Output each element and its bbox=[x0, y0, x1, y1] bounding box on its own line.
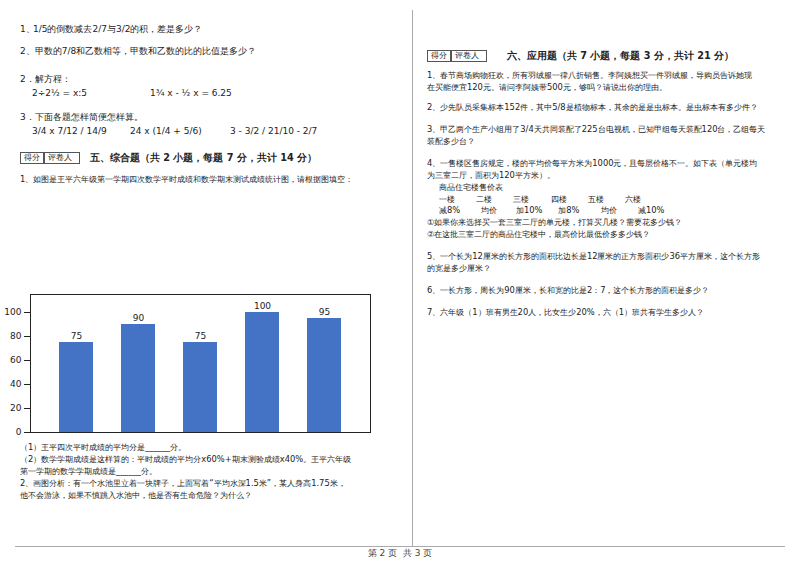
html-text:减8% 均价 加10% 加8% 均价 减10%: 减8% 均价 加10% 加8% 均价 减10% bbox=[439, 205, 665, 215]
html-text:评卷人: 评卷人 bbox=[455, 51, 479, 61]
svg-text:90: 90 bbox=[133, 313, 145, 323]
html-text:3．下面各题怎样简便怎样算。: 3．下面各题怎样简便怎样算。 bbox=[20, 112, 143, 122]
html-text:5、一个长为12厘米的长方形的面积比边长是12厘米的正方形面: 5、一个长为12厘米的长方形的面积比边长是12厘米的正方形面积少36平方厘米，这… bbox=[427, 251, 761, 261]
svg-text:80: 80 bbox=[10, 331, 22, 341]
html-text:1、如图是王平六年级第一学期四次数学平时成绩和数学期末测试成: 1、如图是王平六年级第一学期四次数学平时成绩和数学期末测试成绩统计图，请根据图填… bbox=[20, 174, 354, 184]
svg-text:100: 100 bbox=[4, 307, 21, 317]
html-text:第 2 页 共 3 页: 第 2 页 共 3 页 bbox=[367, 548, 433, 558]
html-text:2、画图分析：有一个水池里立着一块牌子，上面写着“平均水深1: 2、画图分析：有一个水池里立着一块牌子，上面写着“平均水深1.5米”，某人身高1… bbox=[20, 478, 346, 488]
html-text:6、一长方形，周长为90厘米，长和宽的比是2：7，这个长方形: 6、一长方形，周长为90厘米，长和宽的比是2：7，这个长方形的面积是多少？ bbox=[427, 285, 710, 295]
html-text:1、春节商场购物狂欢，所有羽绒服一律八折销售。李阿姨想买一件: 1、春节商场购物狂欢，所有羽绒服一律八折销售。李阿姨想买一件羽绒服，导购员告诉她… bbox=[427, 70, 753, 80]
html-text:第一学期的数学学期成绩是______分。: 第一学期的数学学期成绩是______分。 bbox=[20, 466, 157, 476]
html-text:3 - 3/2 / 21/10 - 2/7: 3 - 3/2 / 21/10 - 2/7 bbox=[230, 126, 318, 136]
html-text:24 x (1/4 + 5/6): 24 x (1/4 + 5/6) bbox=[130, 126, 202, 136]
svg-text:75: 75 bbox=[71, 331, 82, 341]
html-text:2÷2½ = x:5: 2÷2½ = x:5 bbox=[32, 88, 88, 98]
html-text:得分: 得分 bbox=[431, 51, 447, 61]
html-text:②在这批三室二厅的商品住宅楼中，最高价比最低价多多少钱？: ②在这批三室二厅的商品住宅楼中，最高价比最低价多多少钱？ bbox=[427, 229, 651, 239]
html-text:1、1/5的倒数减去2/7与3/2的积，差是多少？: 1、1/5的倒数减去2/7与3/2的积，差是多少？ bbox=[20, 24, 203, 34]
html-text:2．解方程：: 2．解方程： bbox=[20, 74, 71, 84]
html-text:他不会游泳，如果不慎跳入水池中，他是否有生命危险？为什么？: 他不会游泳，如果不慎跳入水池中，他是否有生命危险？为什么？ bbox=[20, 490, 252, 500]
svg-text:95: 95 bbox=[319, 307, 330, 317]
html-text:装配多少台？: 装配多少台？ bbox=[427, 136, 475, 146]
html-text:得分: 得分 bbox=[24, 153, 40, 163]
html-text:4、一售楼区售房规定，楼的平均价每平方米为1000元，且每层: 4、一售楼区售房规定，楼的平均价每平方米为1000元，且每层价格不一。如下表（单… bbox=[427, 158, 758, 168]
html-text:五、综合题（共 2 小题，每题 7 分，共计 14 分）: 五、综合题（共 2 小题，每题 7 分，共计 14 分） bbox=[90, 152, 318, 164]
html-text:的宽是多少厘米？: 的宽是多少厘米？ bbox=[427, 263, 491, 273]
svg-text:75: 75 bbox=[195, 331, 206, 341]
html-text:2、甲数的7/8和乙数相等，甲数和乙数的比的比值是多少？: 2、甲数的7/8和乙数相等，甲数和乙数的比的比值是多少？ bbox=[20, 46, 257, 56]
svg-text:100: 100 bbox=[254, 301, 271, 311]
html-text:（1）王平四次平时成绩的平均分是______分。: （1）王平四次平时成绩的平均分是______分。 bbox=[20, 442, 187, 452]
svg-text:40: 40 bbox=[10, 379, 22, 389]
html-text:评卷人: 评卷人 bbox=[48, 153, 72, 163]
html-text:在买能便宜120元。请问李阿姨带500元，够吗？请说出你的理: 在买能便宜120元。请问李阿姨带500元，够吗？请说出你的理由。 bbox=[427, 82, 667, 92]
html-text:一楼 二楼 三楼 四楼 五楼 六楼: 一楼 二楼 三楼 四楼 五楼 六楼 bbox=[439, 194, 641, 204]
html-text:1¾ x - ½ x = 6.25: 1¾ x - ½ x = 6.25 bbox=[150, 88, 232, 98]
html-text:（2）数学学期成绩是这样算的：平时成绩的平均分x60%+期末: （2）数学学期成绩是这样算的：平时成绩的平均分x60%+期末测验成绩x40%。王… bbox=[20, 454, 352, 464]
html-text:7、六年级（1）班有男生20人，比女生少20%，六（1）班共: 7、六年级（1）班有男生20人，比女生少20%，六（1）班共有学生多少人？ bbox=[427, 307, 704, 317]
svg-text:0: 0 bbox=[16, 427, 22, 437]
html-text:3、甲乙两个生产小组用了3/4天共同装配了225台电视机，已: 3、甲乙两个生产小组用了3/4天共同装配了225台电视机，已知甲组每天装配120… bbox=[427, 124, 766, 134]
html-text:为三室二厅，面积为120平方米）。: 为三室二厅，面积为120平方米）。 bbox=[427, 170, 555, 180]
html-text:①如果你来选择买一套三室二厅的单元楼，打算买几楼？需要花多少: ①如果你来选择买一套三室二厅的单元楼，打算买几楼？需要花多少钱？ bbox=[427, 217, 683, 227]
svg-text:20: 20 bbox=[10, 403, 22, 413]
html-text:商品住宅楼售价表: 商品住宅楼售价表 bbox=[439, 182, 503, 192]
html-text:六、应用题（共 7 小题，每题 3 分，共计 21 分）: 六、应用题（共 7 小题，每题 3 分，共计 21 分） bbox=[507, 50, 735, 62]
html-text:3/4 x 7/12 / 14/9: 3/4 x 7/12 / 14/9 bbox=[32, 126, 107, 136]
svg-text:60: 60 bbox=[10, 355, 22, 365]
html-text:2、少先队员采集标本152件，其中5/8是植物标本，其余的是: 2、少先队员采集标本152件，其中5/8是植物标本，其余的是是虫标本。是虫标本有… bbox=[427, 102, 758, 112]
